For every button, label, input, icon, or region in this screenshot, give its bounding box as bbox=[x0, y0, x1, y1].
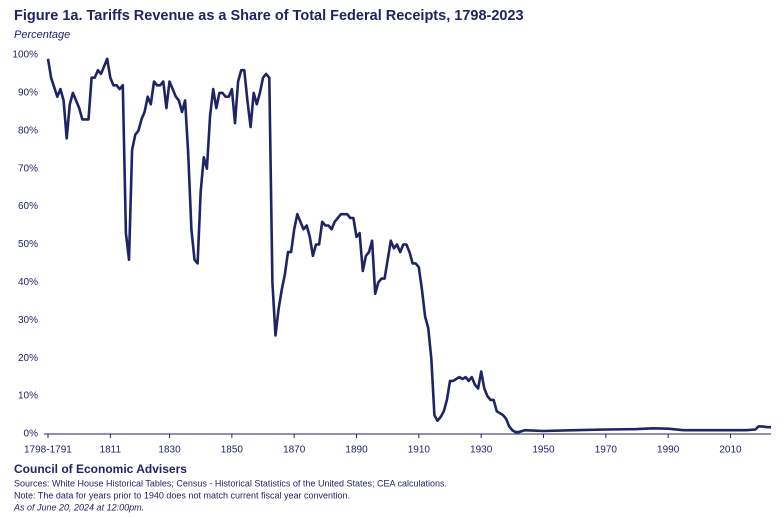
x-tick-label: 1890 bbox=[345, 445, 368, 456]
x-tick-label: 1910 bbox=[408, 445, 431, 456]
x-tick-label: 1970 bbox=[595, 445, 618, 456]
sources: Sources: White House Historical Tables; … bbox=[14, 478, 447, 488]
y-tick-label: 40% bbox=[18, 277, 38, 288]
x-tick-label: 2010 bbox=[719, 445, 742, 456]
y-tick-label: 80% bbox=[18, 125, 38, 136]
x-tick-label: 1930 bbox=[470, 445, 493, 456]
x-tick-label: 1798-1791 bbox=[24, 445, 72, 456]
y-tick-label: 30% bbox=[18, 315, 38, 326]
x-tick-label: 1950 bbox=[532, 445, 555, 456]
x-tick-label: 1850 bbox=[221, 445, 244, 456]
y-tick-label: 10% bbox=[18, 391, 38, 402]
x-tick-label: 1870 bbox=[283, 445, 306, 456]
y-tick-label: 60% bbox=[18, 201, 38, 212]
y-tick-label: 50% bbox=[18, 239, 38, 250]
x-tick-label: 1830 bbox=[158, 445, 181, 456]
data-line bbox=[46, 57, 771, 434]
y-tick-label: 70% bbox=[18, 163, 38, 174]
x-tick-label: 1990 bbox=[657, 445, 680, 456]
chart-title: Figure 1a. Tariffs Revenue as a Share of… bbox=[14, 8, 524, 24]
note: Note: The data for years prior to 1940 d… bbox=[14, 490, 350, 500]
chart-subtitle: Percentage bbox=[14, 29, 70, 41]
y-tick-label: 90% bbox=[18, 88, 38, 99]
y-tick-label: 0% bbox=[24, 429, 39, 440]
x-tick-label: 1811 bbox=[100, 445, 122, 456]
y-tick-label: 20% bbox=[18, 353, 38, 364]
as-of: As of June 20, 2024 at 12:00pm. bbox=[13, 502, 144, 512]
y-tick-label: 100% bbox=[12, 50, 38, 61]
source-org: Council of Economic Advisers bbox=[14, 462, 187, 476]
